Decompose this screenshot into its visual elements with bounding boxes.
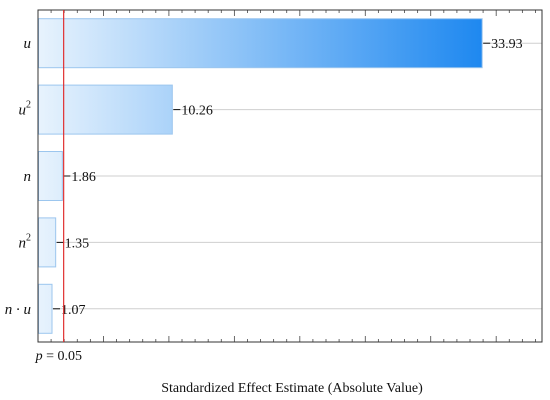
value-labels: 33.93 10.26 1.86 1.35 1.07 bbox=[53, 37, 523, 318]
value-label: 10.26 bbox=[181, 104, 213, 119]
bar bbox=[38, 217, 57, 268]
bar bbox=[38, 151, 63, 201]
plot-frame bbox=[37, 9, 543, 343]
value-label: 33.93 bbox=[491, 37, 523, 52]
bar bbox=[38, 84, 173, 135]
bar bbox=[38, 18, 483, 69]
category-label: u bbox=[24, 36, 32, 52]
bar bbox=[38, 283, 53, 334]
significance-label-p: p bbox=[35, 349, 43, 364]
category-label: u2 bbox=[19, 100, 32, 119]
category-label: n · u bbox=[5, 302, 31, 318]
gridlines bbox=[38, 42, 542, 310]
value-label: 1.07 bbox=[61, 303, 86, 318]
value-label: 1.35 bbox=[65, 236, 90, 251]
value-label: 1.86 bbox=[71, 170, 96, 185]
x-axis-label: Standardized Effect Estimate (Absolute V… bbox=[161, 381, 423, 396]
category-label: n bbox=[24, 169, 32, 185]
category-label: n2 bbox=[19, 232, 32, 251]
significance-label: p = 0.05 bbox=[35, 349, 82, 364]
category-labels: u u2 n n2 n · u bbox=[5, 36, 31, 318]
significance-label-value: = 0.05 bbox=[43, 349, 82, 364]
